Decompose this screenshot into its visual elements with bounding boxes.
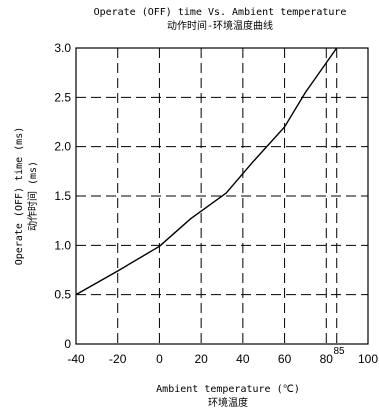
x-tick-label: 20 — [194, 352, 208, 366]
y-tick-label: 2.0 — [54, 140, 71, 154]
x-tick-label: 60 — [278, 352, 292, 366]
y-axis-label-sub: 动作时间 (ms) — [26, 161, 39, 231]
x-axis-label-sub: 环境温度 — [208, 396, 248, 409]
y-tick-label: 1.0 — [54, 238, 71, 252]
x-tick-label: 100 — [358, 352, 378, 366]
y-tick-label: 2.5 — [54, 90, 71, 104]
y-tick-label: 3.0 — [54, 41, 71, 55]
annotation-85: 85 — [333, 346, 345, 357]
x-axis-label: Ambient temperature (℃) — [156, 384, 300, 395]
y-tick-label: 1.5 — [54, 189, 71, 203]
series-group — [75, 47, 338, 296]
chart-subtitle: 动作时间-环境温度曲线 — [167, 19, 273, 32]
x-tick-labels: -40 -20 0 20 40 60 80 100 — [67, 352, 378, 366]
series-line — [75, 47, 338, 296]
chart-title: Operate (OFF) time Vs. Ambient temperatu… — [94, 7, 347, 18]
y-axis-label: Operate (OFF) time (ms) — [14, 127, 25, 265]
grid-lines — [76, 48, 368, 344]
y-tick-labels: 0 0.5 1.0 1.5 2.0 2.5 3.0 — [54, 41, 71, 351]
plot-area-frame — [75, 47, 369, 345]
x-tick-label: 40 — [236, 352, 250, 366]
x-tick-label: -40 — [67, 352, 85, 366]
x-tick-label: -20 — [109, 352, 127, 366]
y-tick-label: 0 — [64, 337, 71, 351]
y-tick-label: 0.5 — [54, 288, 71, 302]
x-tick-label: 0 — [156, 352, 163, 366]
x-tick-label: 80 — [320, 352, 334, 366]
